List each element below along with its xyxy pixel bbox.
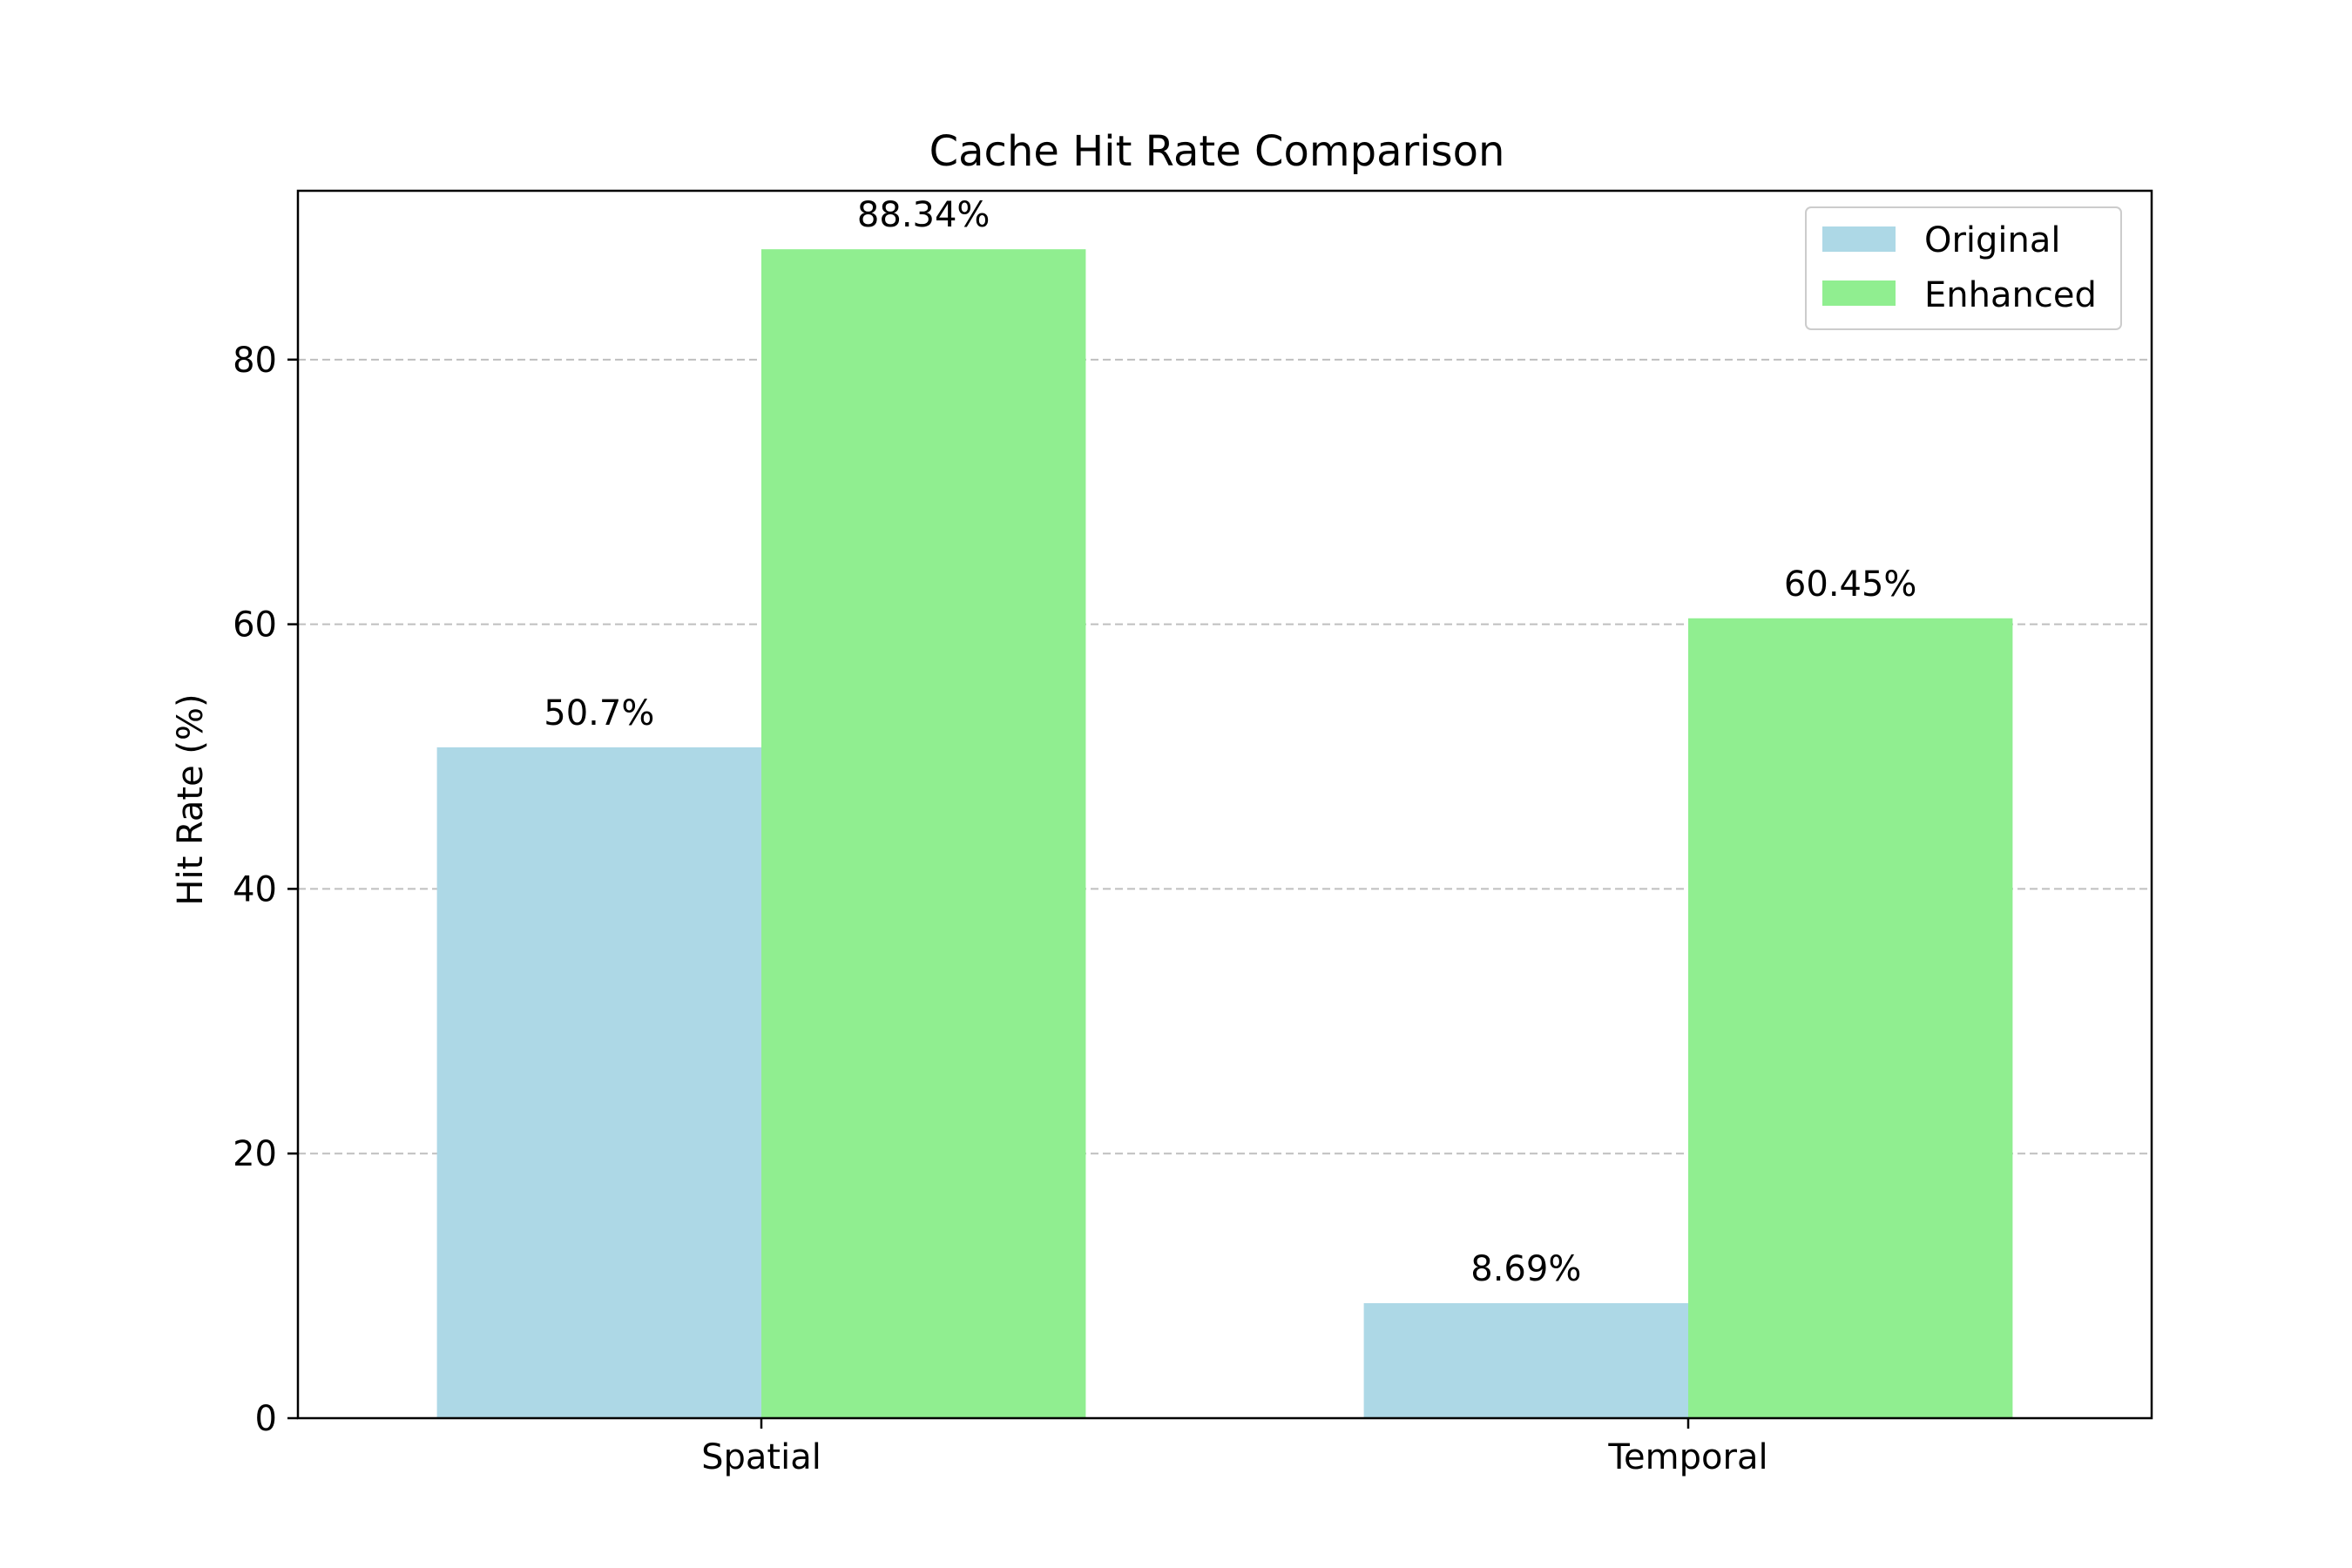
bar-original-spatial [436,747,761,1418]
bar-enhanced-temporal [1688,618,2013,1418]
axes: 0 20 40 60 80 Spatial Temporal [233,189,2153,1477]
y-tick-label: 80 [233,341,277,381]
bars [436,249,2013,1418]
data-label-enhanced-spatial: 88.34% [857,195,990,235]
plot-frame [296,189,2153,1420]
legend-label-enhanced: Enhanced [1924,275,2097,315]
data-label-original-temporal: 8.69% [1470,1249,1581,1289]
y-tick-label: 60 [233,605,277,645]
data-label-original-spatial: 50.7% [544,693,654,733]
y-tick-label: 20 [233,1134,277,1174]
data-label-enhanced-temporal: 60.45% [1784,564,1917,605]
y-tick-label: 40 [233,869,277,909]
x-tick-label-temporal: Temporal [1607,1437,1767,1477]
chart-title: Cache Hit Rate Comparison [929,127,1505,176]
y-tick-label: 0 [255,1399,277,1439]
legend: Original Enhanced [1805,206,2122,330]
legend-swatch-enhanced [1822,280,1896,306]
bar-original-temporal [1363,1303,1688,1418]
legend-label-original: Original [1924,220,2061,260]
bar-enhanced-spatial [761,249,1086,1418]
x-tick-label-spatial: Spatial [701,1437,821,1477]
legend-swatch-original [1822,226,1896,252]
data-labels: 50.7% 8.69% 88.34% 60.45% [544,195,1916,1289]
y-axis-label: Hit Rate (%) [171,693,211,905]
